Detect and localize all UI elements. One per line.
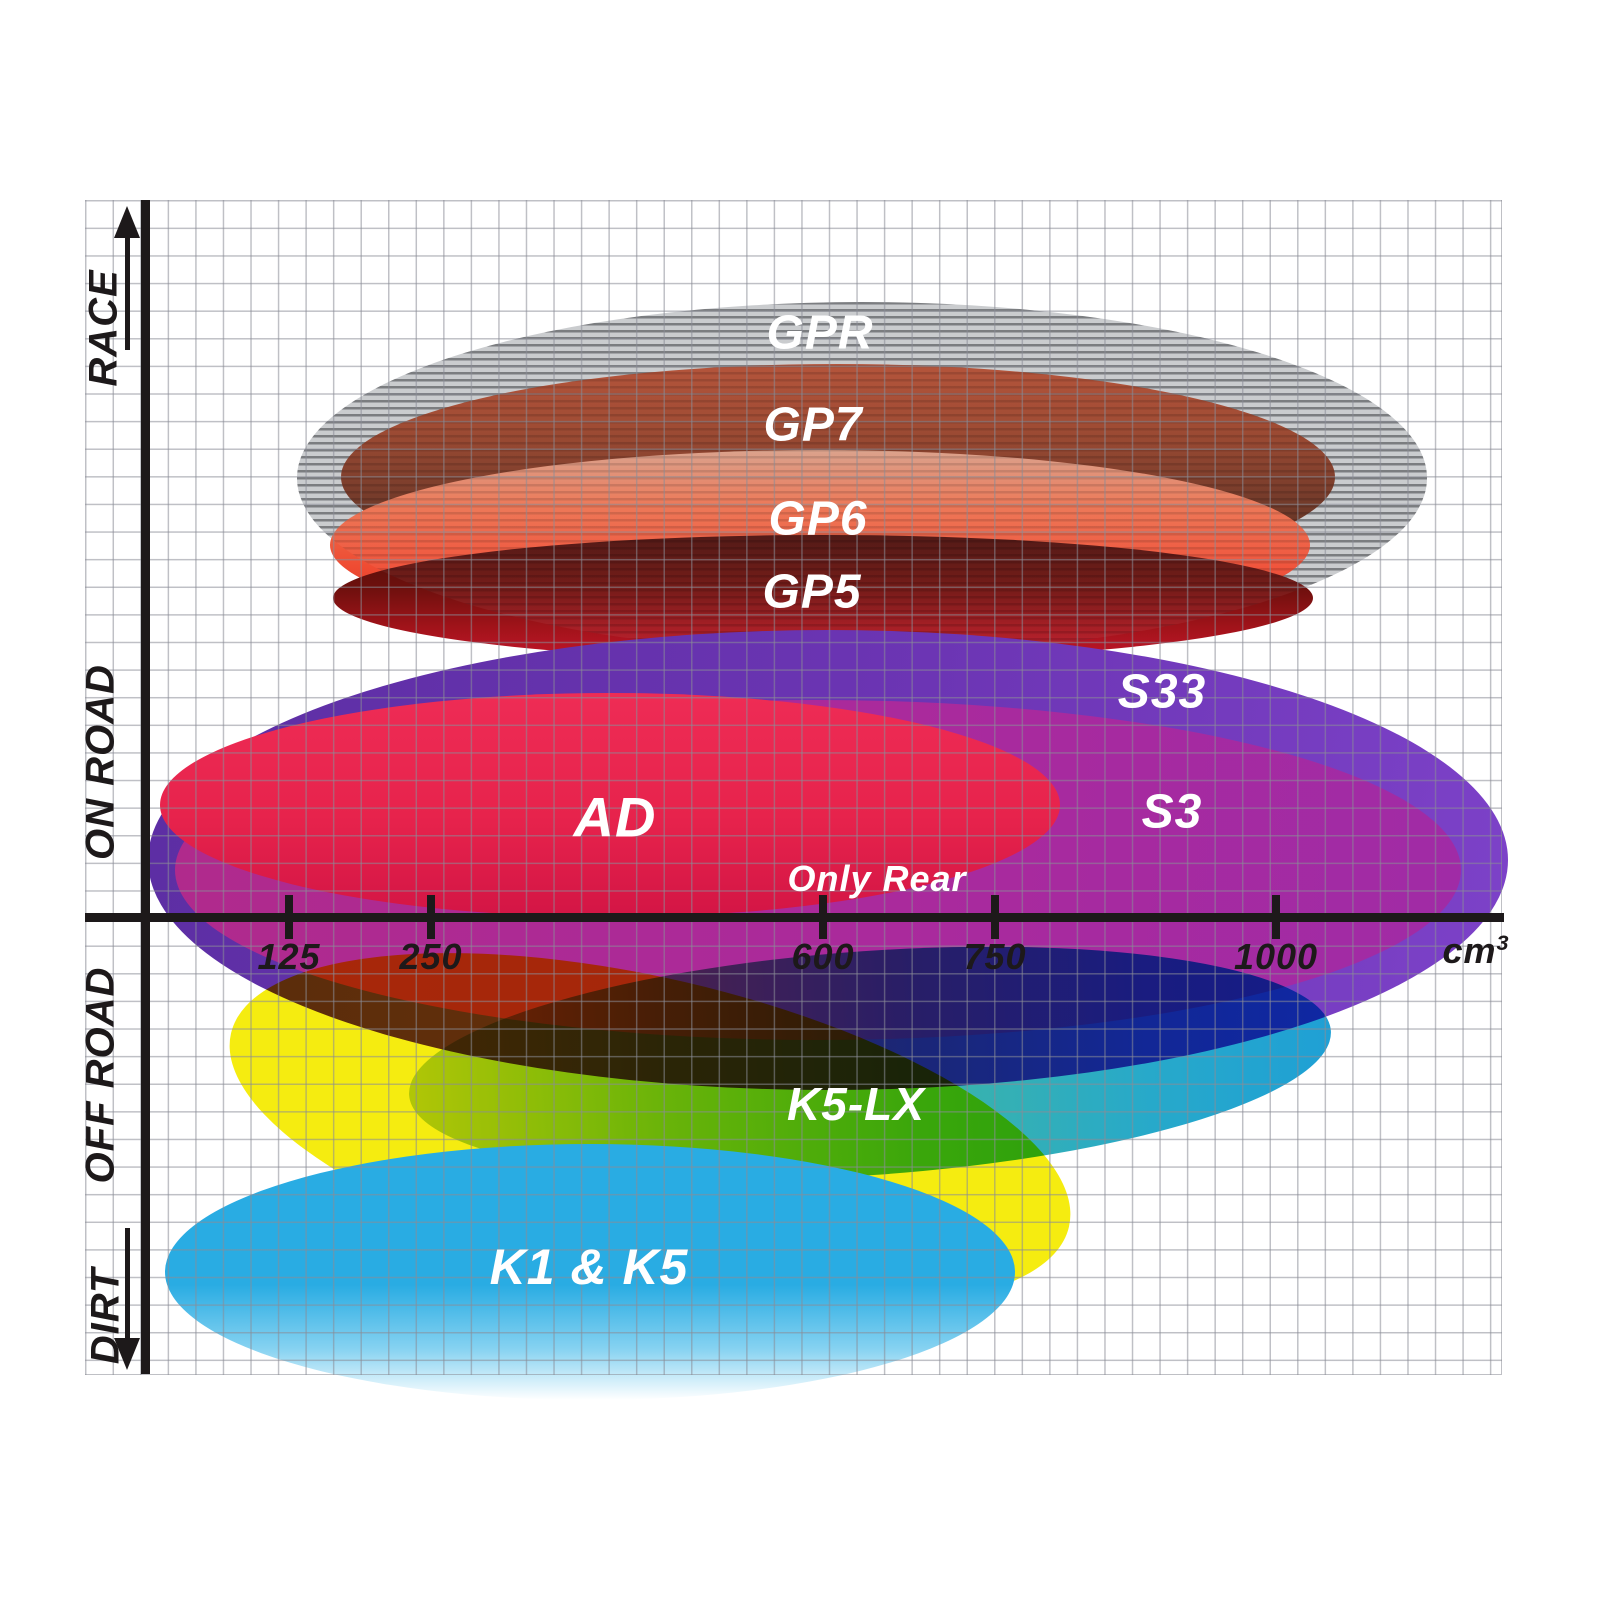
y-category-dirt: DIRT <box>83 1267 128 1365</box>
dirt-arrow-line <box>125 1228 130 1340</box>
label-s3: S3 <box>1141 785 1203 839</box>
unit-exponent: 3 <box>1496 930 1510 955</box>
race-up-arrow-icon <box>114 206 140 238</box>
label-gp6: GP6 <box>768 492 868 546</box>
x-label-750: 750 <box>963 936 1027 977</box>
x-label-250: 250 <box>399 936 463 977</box>
label-k1k5: K1 & K5 <box>489 1239 689 1295</box>
x-axis-line <box>85 913 1504 922</box>
x-tick-600 <box>819 895 827 939</box>
x-label-600: 600 <box>791 936 855 977</box>
x-tick-750 <box>991 895 999 939</box>
unit-cm: cm <box>1442 930 1497 971</box>
y-category-off-road: OFF ROAD <box>78 966 123 1184</box>
label-gpr: GPR <box>766 306 874 360</box>
dirt-down-arrow-icon <box>114 1338 140 1370</box>
label-ad: AD <box>573 785 657 849</box>
label-k5lx: K5-LX <box>787 1078 925 1130</box>
x-tick-250 <box>427 895 435 939</box>
y-axis-line <box>141 200 150 1374</box>
label-s33: S33 <box>1117 665 1207 719</box>
y-category-race: RACE <box>81 269 126 387</box>
x-label-125: 125 <box>257 936 321 977</box>
label-only-rear: Only Rear <box>787 858 967 899</box>
x-tick-125 <box>285 895 293 939</box>
x-tick-1000 <box>1272 895 1280 939</box>
label-gp5: GP5 <box>762 565 862 619</box>
x-axis-unit-label: cm3 <box>1442 930 1509 972</box>
y-category-on-road: ON ROAD <box>78 664 123 860</box>
label-gp7: GP7 <box>763 398 863 452</box>
race-arrow-line <box>125 236 130 350</box>
x-label-1000: 1000 <box>1233 936 1319 977</box>
